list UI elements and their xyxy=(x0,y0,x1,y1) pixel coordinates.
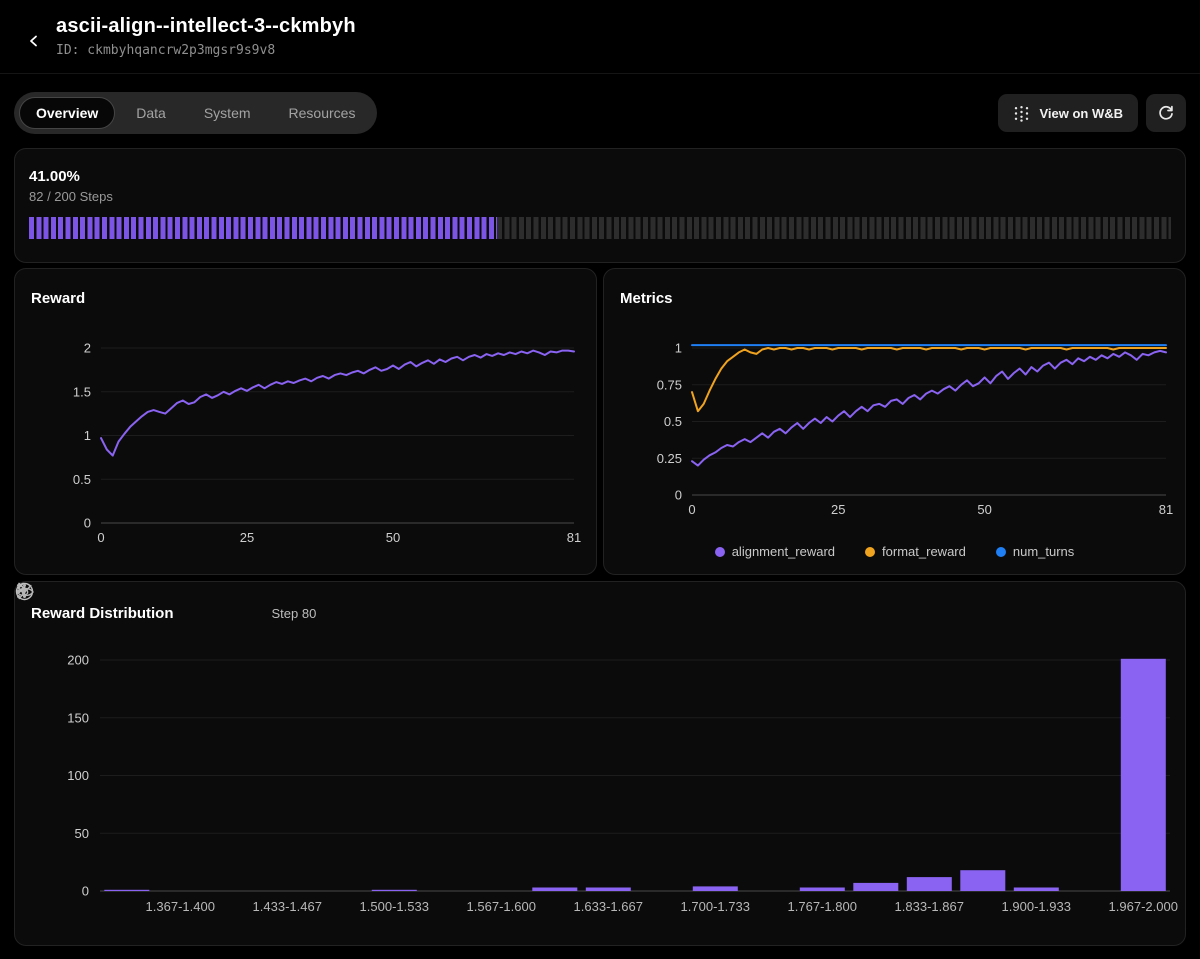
metrics-chart-card: Metrics 0 0.25 0.5 0.75 1 0 25 50 81 alignment_r… xyxy=(603,268,1186,575)
tick-label: 0.25 xyxy=(657,451,682,466)
histogram-bar-1.700-1.733[interactable] xyxy=(692,886,738,891)
tick-label: 25 xyxy=(831,502,845,517)
tick-label: 1.900-1.933 xyxy=(1002,899,1071,914)
wandb-button-label: View on W&B xyxy=(1039,105,1123,121)
histogram-bar-1.900-1.933[interactable] xyxy=(1013,887,1059,892)
histogram-bar-1.633-1.667[interactable] xyxy=(585,887,631,892)
legend-label: num_turns xyxy=(1012,544,1075,559)
progress-bar-remaining xyxy=(497,217,1171,239)
histogram-bar-1.967-2.000[interactable] xyxy=(1120,658,1166,891)
tick-label: 0 xyxy=(688,502,695,517)
tick-label: 100 xyxy=(67,768,89,783)
tab-resources[interactable]: Resources xyxy=(288,105,356,121)
tick-label: 1.633-1.667 xyxy=(574,899,643,914)
histogram-bar-1.500-1.533[interactable] xyxy=(371,889,417,891)
view-on-wandb-button[interactable]: View on W&B xyxy=(998,94,1138,132)
legend-label: alignment_reward xyxy=(731,544,836,559)
progress-bar-fill xyxy=(29,217,498,239)
tick-label: 0 xyxy=(97,530,104,545)
tick-label: 0 xyxy=(82,884,89,899)
distribution-title: Reward Distribution xyxy=(31,604,174,622)
histogram-bar-1.867-1.900[interactable] xyxy=(960,870,1006,891)
refresh-icon xyxy=(1159,105,1173,120)
metrics-legend: alignment_reward format_reward num_turns xyxy=(604,544,1185,559)
reward-distribution-card: Reward Distribution Step 80 xyxy=(14,581,1186,946)
tick-label: 200 xyxy=(67,653,89,668)
legend-item-alignment-reward[interactable]: alignment_reward xyxy=(714,544,836,559)
tick-label: 50 xyxy=(386,530,400,545)
histogram-bar-1.333-1.367[interactable] xyxy=(104,889,150,891)
histogram-bar-1.833-1.867[interactable] xyxy=(906,877,952,891)
reward-distribution-chart: 0 50 100 150 200 1.367-1.400 1.433-1.467 1.500-… xyxy=(67,653,1178,915)
tick-label: 0.5 xyxy=(664,414,682,429)
tick-label: 0 xyxy=(84,516,91,531)
tick-label: 0 xyxy=(675,488,682,503)
tick-label: 81 xyxy=(1159,502,1173,517)
tick-label: 1.767-1.800 xyxy=(788,899,857,914)
tick-label: 1.433-1.467 xyxy=(253,899,322,914)
histogram-bar-1.600-1.633[interactable] xyxy=(532,887,578,892)
tick-label: 1.5 xyxy=(73,384,91,399)
tick-label: 0.5 xyxy=(73,472,91,487)
run-id: ID: ckmbyhqancrw2p3mgsr9s9v8 xyxy=(56,43,276,58)
tick-label: 1 xyxy=(675,341,682,356)
tick-label: 1.367-1.400 xyxy=(146,899,215,914)
step-prev-button[interactable] xyxy=(17,582,246,624)
legend-label: format_reward xyxy=(882,544,966,559)
tick-label: 150 xyxy=(67,710,89,725)
tick-label: 1 xyxy=(84,428,91,443)
wandb-dots-icon xyxy=(1015,105,1029,122)
tick-label: 2 xyxy=(84,341,91,356)
progress-card: 41.00% 82 / 200 Steps xyxy=(14,148,1186,263)
histogram-bar-1.767-1.800[interactable] xyxy=(799,887,845,892)
refresh-button[interactable] xyxy=(1146,94,1186,132)
metrics-chart-title: Metrics xyxy=(620,290,673,307)
progress-steps: 82 / 200 Steps xyxy=(29,189,113,204)
app-header: ascii-align--intellect-3--ckmbyh ID: ckm… xyxy=(0,0,1200,74)
tick-label: 0.75 xyxy=(657,377,682,392)
dots-grid-icon xyxy=(17,584,26,598)
chevron-left-icon xyxy=(30,35,37,46)
step-label: Step 80 xyxy=(271,605,317,621)
tick-label: 25 xyxy=(240,530,254,545)
tick-label: 1.567-1.600 xyxy=(467,899,536,914)
tick-label: 81 xyxy=(567,530,581,545)
tick-label: 1.700-1.733 xyxy=(681,899,750,914)
metrics-chart: 0 0.25 0.5 0.75 1 0 25 50 81 xyxy=(657,341,1174,518)
tab-bar: Overview Data System Resources xyxy=(14,92,378,134)
step-next-button[interactable] xyxy=(18,582,364,624)
tab-overview[interactable]: Overview xyxy=(19,97,116,129)
tab-system[interactable]: System xyxy=(203,105,251,121)
series-line-alignment_reward xyxy=(691,349,1167,467)
toolbar: Overview Data System Resources View on W… xyxy=(14,92,1186,134)
page-title: ascii-align--intellect-3--ckmbyh xyxy=(56,15,356,37)
tick-label: 1.500-1.533 xyxy=(360,899,429,914)
histogram-bar-1.800-1.833[interactable] xyxy=(853,882,899,891)
reward-chart-card: Reward 0 0.5 1 1.5 2 0 25 50 81 xyxy=(14,268,597,575)
legend-item-num-turns[interactable]: num_turns xyxy=(995,544,1075,559)
legend-dot-purple xyxy=(714,546,725,557)
progress-bar xyxy=(29,217,1171,239)
legend-item-format-reward[interactable]: format_reward xyxy=(865,544,966,559)
legend-dot-orange xyxy=(865,546,876,557)
reward-chart-title: Reward xyxy=(31,290,86,307)
tick-label: 1.967-2.000 xyxy=(1109,899,1178,914)
tick-label: 50 xyxy=(75,826,89,841)
legend-dot-blue xyxy=(995,546,1006,557)
series-line-reward xyxy=(100,349,575,457)
reward-chart: 0 0.5 1 1.5 2 0 25 50 81 xyxy=(73,341,581,546)
tick-label: 50 xyxy=(977,502,991,517)
series-line-format_reward xyxy=(691,347,1167,413)
back-button[interactable] xyxy=(20,27,48,55)
tab-data[interactable]: Data xyxy=(136,105,166,121)
progress-percent: 41.00% xyxy=(29,168,80,185)
tick-label: 1.833-1.867 xyxy=(895,899,964,914)
